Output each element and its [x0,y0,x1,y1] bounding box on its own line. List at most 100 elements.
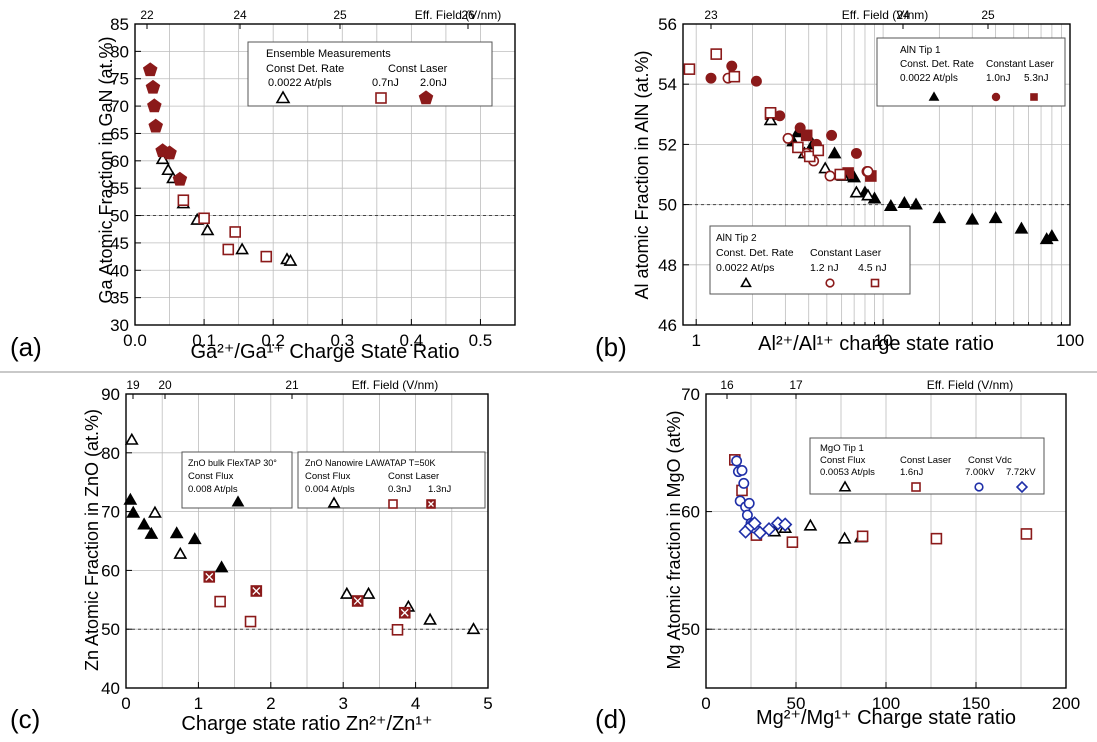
data-point-triangle [187,532,202,545]
legend-text: 1.6nJ [900,467,923,478]
top-tick-label: 19 [126,378,140,392]
x-tick-label: 100 [872,694,900,713]
legend-text: 0.0022 At/pls [900,73,958,84]
y-axis-label: Al atomic Fraction in AlN (at.%) [632,50,652,299]
x-tick-label: 150 [962,694,990,713]
data-point-triangle [214,560,229,573]
legend-text: Constant Laser [986,59,1054,70]
data-point-circle [731,455,743,467]
data-point-triangle [1045,229,1059,242]
panel-label: (d) [595,704,627,734]
legend-text: Const Flux [820,455,866,466]
panel-c: 0 1 2 3 4 5 40 50 60 70 80 90 19 20 21 Eff. Field (V/nm… [10,378,493,735]
data-point-triangle [932,211,947,224]
data-point-square [375,92,387,104]
panel-label: (a) [10,332,42,362]
x-tick-label: 0.2 [261,331,285,350]
x-axis-label: Mg²⁺/Mg¹⁺ Charge state ratio [756,707,1016,729]
series-filled-pentagon [142,62,188,186]
data-point-pentagon [172,171,188,186]
top-axis-label: Eff. Field (V/nm) [927,378,1013,392]
data-point-square [198,212,210,225]
data-point-square [1030,93,1038,101]
series-crossed-square [203,571,411,619]
legend-box [247,41,493,107]
top-tick-label: 23 [704,8,718,22]
data-point-circle [824,170,836,182]
data-point-square [222,243,235,256]
legend-text: 4.5 nJ [858,262,887,274]
x-tick-label: 1 [194,694,203,713]
plot-frame [125,393,489,689]
top-axis-label: Eff. Field (V/nm) [842,8,928,22]
y-tick-label: 50 [101,620,120,639]
data-point-triangle [200,223,215,236]
data-point-square [856,530,869,543]
data-point-circle [974,482,984,492]
data-point-triangle [148,505,162,518]
data-point-triangle [161,163,176,176]
data-point-square [803,150,816,163]
legend-text: 0.008 At/pls [188,484,238,495]
data-point-circle [736,464,748,476]
data-point-diamond [747,516,762,531]
data-point-triangle [1014,221,1029,234]
data-point-square [388,499,398,509]
top-tick-label: 22 [140,8,154,22]
y-tick-label: 35 [110,289,129,308]
legend-text: 0.004 At/pls [305,484,355,495]
y-tick-label: 70 [110,97,129,116]
y-tick-label: 70 [101,503,120,522]
y-tick-label: 60 [681,503,700,522]
plot-frame [134,23,516,326]
series-open-square [683,48,847,181]
x-tick-label: 200 [1052,694,1080,713]
data-point-triangle [763,113,778,126]
y-tick-label: 90 [101,385,120,404]
legend-text: Const Laser [900,455,951,466]
data-point-circle [991,92,1001,102]
data-point-triangle [827,146,842,159]
x-tick-label: 4 [411,694,420,713]
legend-text: 5.3nJ [1024,73,1048,84]
legend-text: Ensemble Measurements [266,48,391,60]
data-point-triangle [883,198,898,212]
data-point-diamond [761,522,777,537]
legend-text: Const Det. Rate [266,63,344,75]
legend-text: 0.0022 At/pls [268,77,332,89]
top-tick-label: 25 [981,8,995,22]
top-tick-label: 21 [285,378,299,392]
series-filled-triangle [123,492,229,573]
x-tick-label: 5 [483,694,492,713]
data-point-square [764,106,777,119]
top-axis-label: Eff. Field (V/nm) [415,8,501,22]
data-point-triangle [849,185,864,198]
data-point-triangle [909,197,923,210]
data-point-circle [750,75,762,87]
x-axis-label: Ga²⁺/Ga¹⁺ Charge State Ratio [190,341,459,363]
series-open-square [177,194,273,263]
panel-label: (b) [595,332,627,362]
data-point-square [229,226,241,238]
data-point-triangle [818,161,833,174]
legend-text: MgO Tip 1 [820,443,864,454]
panel-b: 1 10 100 46 48 50 52 54 56 23 24 25 Eff. Field (V/nm… [595,8,1084,362]
top-tick-label: 26 [461,8,475,22]
data-point-triangle [235,242,249,255]
data-point-square [214,595,226,608]
data-point-square [786,536,799,548]
x-tick-label: 2 [266,694,275,713]
data-point-square [930,532,943,545]
x-tick-label: 10 [874,331,893,350]
y-tick-label: 46 [658,316,677,335]
data-point-triangle [965,212,980,225]
y-tick-label: 75 [110,70,129,89]
y-tick-label: 50 [110,207,129,226]
y-tick-label: 40 [101,679,120,698]
data-point-cross [353,597,362,605]
y-tick-label: 45 [110,234,129,253]
data-point-triangle [327,496,341,508]
data-point-triangle [466,622,481,635]
x-tick-label: 3 [338,694,347,713]
data-point-square [792,141,804,154]
